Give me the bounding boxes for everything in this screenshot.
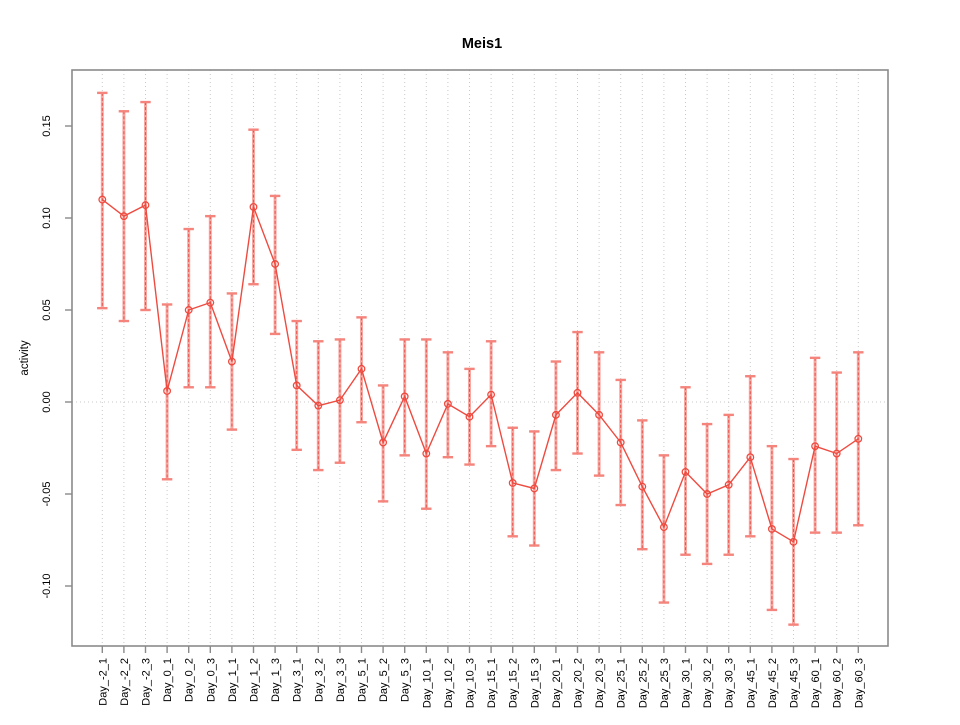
data-point	[443, 399, 452, 408]
data-point	[98, 195, 107, 204]
x-tick-label: Day_0_1	[162, 658, 174, 702]
y-axis-label: activity	[19, 340, 31, 375]
data-point	[746, 453, 755, 462]
x-tick-label: Day_45_3	[789, 658, 801, 708]
x-tick-label: Day_0_3	[205, 658, 217, 702]
data-point	[573, 388, 582, 397]
data-point	[789, 537, 798, 546]
x-tick-label: Day_25_2	[637, 658, 649, 708]
y-tick-label: 0.15	[41, 115, 53, 136]
x-tick-label: Day_45_1	[745, 658, 757, 708]
data-point	[119, 212, 128, 221]
data-point	[595, 410, 604, 419]
x-tick-label: Day_1_3	[270, 658, 282, 702]
data-point	[163, 387, 172, 395]
x-tick-label: Day_15_2	[508, 658, 520, 708]
data-point	[292, 381, 301, 390]
data-point	[335, 396, 344, 405]
x-tick-label: Day_45_2	[767, 658, 779, 708]
data-point	[465, 412, 474, 421]
data-point	[249, 203, 258, 211]
chart-title: Meis1	[462, 36, 502, 52]
data-point	[703, 490, 712, 498]
data-point	[854, 434, 863, 443]
data-point	[271, 260, 280, 268]
data-point	[227, 357, 236, 366]
x-tick-label: Day_1_1	[227, 658, 239, 702]
data-point	[206, 298, 215, 307]
x-tick-label: Day_25_3	[659, 658, 671, 708]
x-tick-label: Day_60_3	[853, 658, 865, 708]
x-tick-label: Day_25_1	[616, 658, 628, 708]
data-point	[400, 392, 409, 401]
x-tick-label: Day_3_2	[313, 658, 325, 702]
x-tick-label: Day_20_2	[573, 658, 585, 708]
data-point	[184, 306, 193, 314]
y-tick-label: -0.10	[41, 573, 53, 598]
y-tick-label: 0.10	[41, 207, 53, 228]
x-tick-label: Day_0_2	[184, 658, 196, 702]
y-tick-label: 0.00	[41, 391, 53, 412]
data-point	[141, 201, 150, 210]
data-point	[508, 479, 517, 487]
x-tick-label: Day_30_3	[724, 658, 736, 708]
series-line	[101, 199, 859, 543]
data-point	[357, 364, 366, 373]
x-tick-label: Day_3_1	[292, 658, 304, 702]
x-tick-label: Day_3_3	[335, 658, 347, 702]
x-tick-label: Day_20_3	[594, 658, 606, 708]
x-tick-label: Day_15_1	[486, 658, 498, 708]
data-point	[659, 523, 668, 532]
x-tick-label: Day_10_1	[421, 658, 433, 708]
data-point	[379, 438, 388, 447]
x-tick-label: Day_60_2	[832, 658, 844, 708]
x-tick-label: Day_-2_3	[141, 658, 153, 706]
data-point	[616, 438, 625, 447]
data-point	[422, 449, 431, 458]
x-tick-label: Day_5_1	[357, 658, 369, 702]
x-tick-label: Day_20_1	[551, 658, 563, 708]
data-point	[811, 442, 820, 451]
plot-border	[71, 69, 889, 647]
data-point	[638, 482, 647, 491]
data-point	[314, 401, 323, 410]
data-point	[724, 480, 733, 489]
x-tick-label: Day_-2_2	[119, 658, 131, 706]
x-tick-label: Day_5_3	[400, 658, 412, 702]
x-tick-label: Day_15_3	[529, 658, 541, 708]
y-tick-label: 0.05	[41, 299, 53, 320]
data-point	[832, 449, 841, 458]
x-tick-label: Day_10_2	[443, 658, 455, 708]
x-tick-label: Day_60_1	[810, 658, 822, 708]
data-point	[767, 525, 776, 533]
data-point	[551, 410, 560, 419]
data-point	[530, 484, 539, 493]
x-tick-label: Day_-2_1	[97, 658, 109, 706]
x-tick-label: Day_5_2	[378, 658, 390, 702]
data-point	[487, 390, 496, 399]
x-tick-label: Day_30_2	[702, 658, 714, 708]
data-point	[681, 467, 690, 476]
x-tick-label: Day_1_2	[249, 658, 261, 702]
y-tick-label: -0.05	[41, 481, 53, 506]
x-tick-label: Day_10_3	[465, 658, 477, 708]
x-tick-label: Day_30_1	[681, 658, 693, 708]
